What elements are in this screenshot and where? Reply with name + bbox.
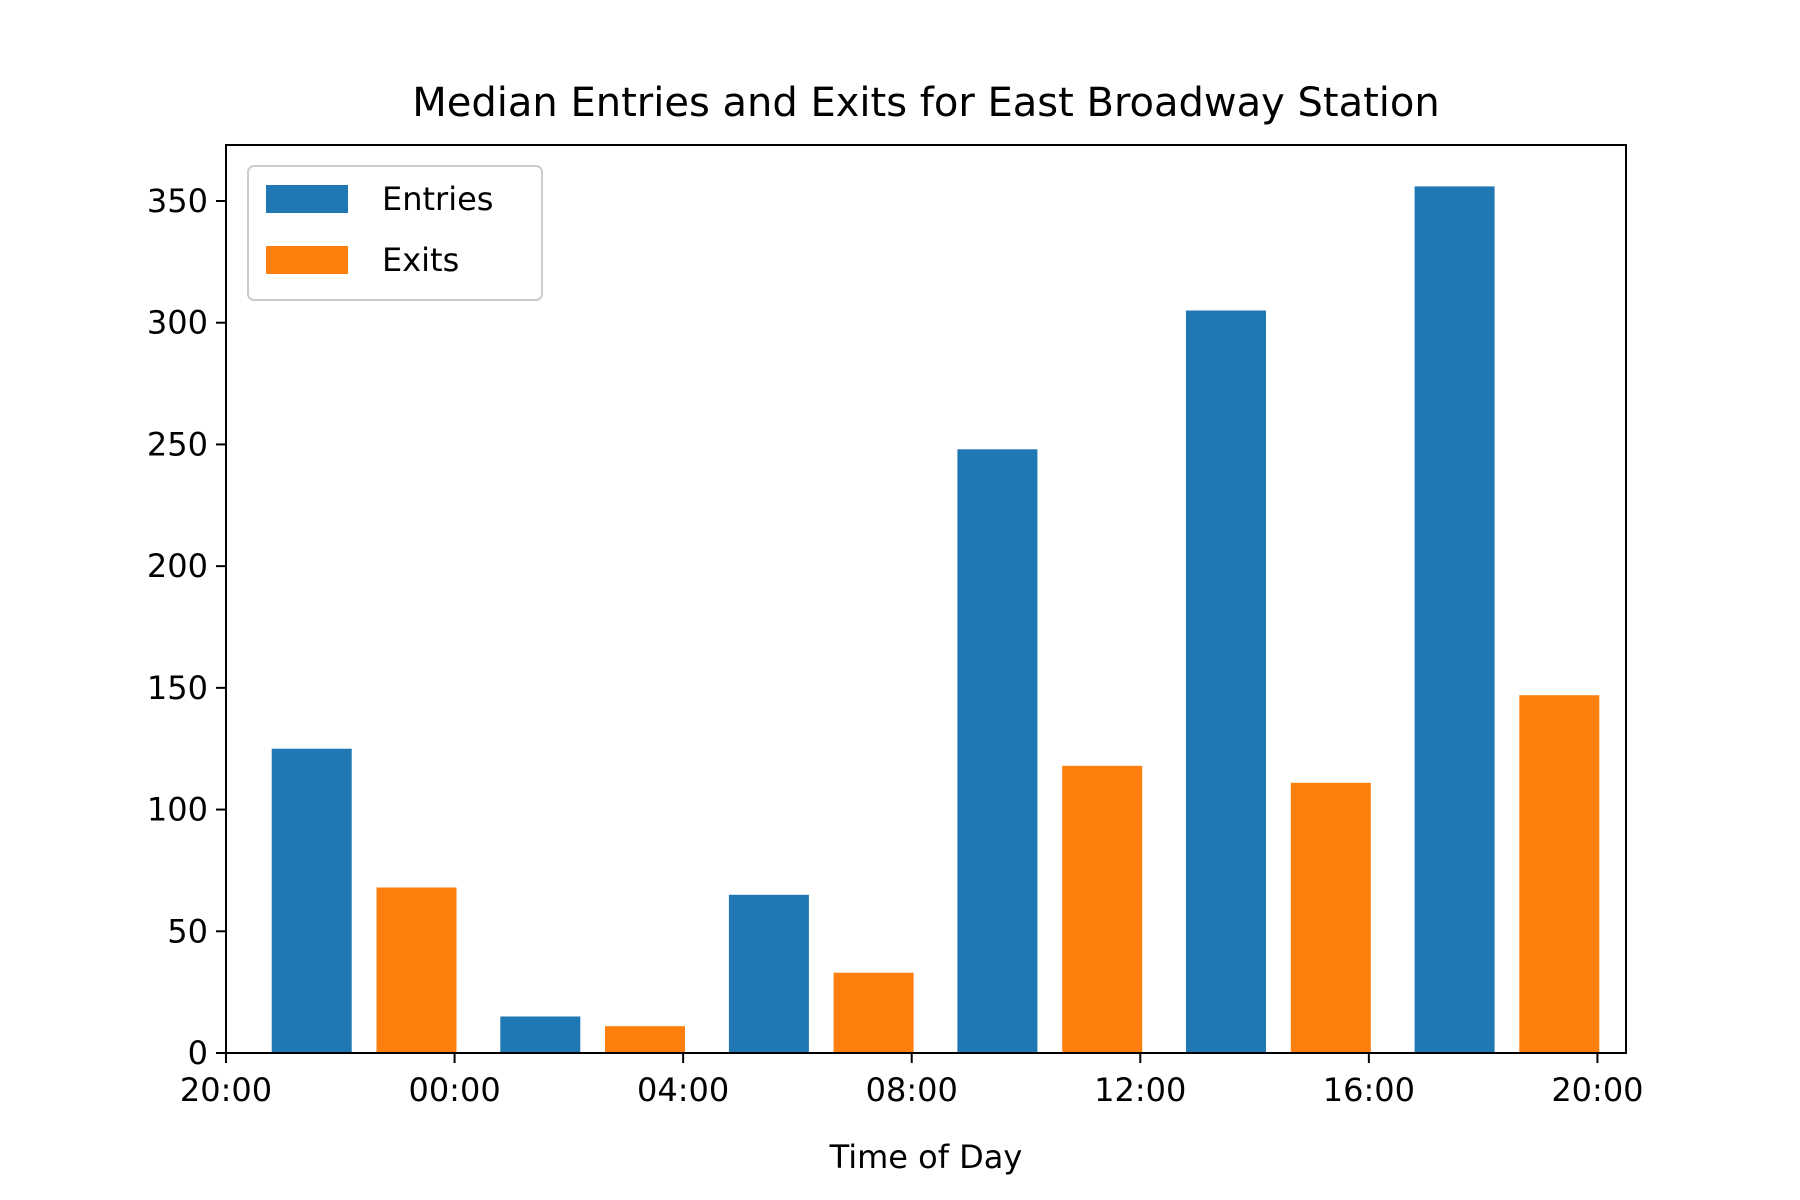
x-tick-label: 16:00 bbox=[1323, 1071, 1415, 1109]
bar-exits-1 bbox=[605, 1026, 685, 1053]
x-tick-label: 20:00 bbox=[1551, 1071, 1643, 1109]
chart-title: Median Entries and Exits for East Broadw… bbox=[412, 80, 1439, 126]
x-axis-label: Time of Day bbox=[829, 1138, 1023, 1176]
bar-entries-3 bbox=[957, 449, 1038, 1053]
bar-entries-2 bbox=[728, 894, 809, 1053]
bar-entries-4 bbox=[1186, 310, 1266, 1053]
y-tick-label: 150 bbox=[147, 669, 208, 707]
y-tick-label: 300 bbox=[147, 304, 208, 342]
bar-entries-1 bbox=[500, 1016, 581, 1053]
legend-label-entries: Entries bbox=[382, 180, 493, 218]
y-axis: 0 50 100 150 200 250 300 350 bbox=[147, 182, 226, 1072]
y-tick-label: 350 bbox=[147, 182, 208, 220]
x-tick-label: 12:00 bbox=[1094, 1071, 1186, 1109]
bar-entries-0 bbox=[271, 748, 352, 1053]
legend-swatch-entries bbox=[266, 185, 348, 213]
x-tick-label: 00:00 bbox=[408, 1071, 500, 1109]
x-tick-label: 08:00 bbox=[866, 1071, 958, 1109]
bar-entries-5 bbox=[1414, 186, 1495, 1053]
bar-exits-2 bbox=[833, 972, 914, 1053]
legend: Entries Exits bbox=[247, 165, 543, 301]
y-tick-label: 0 bbox=[188, 1034, 208, 1072]
y-tick-label: 250 bbox=[147, 425, 208, 463]
legend-label-exits: Exits bbox=[382, 241, 459, 279]
y-tick-label: 100 bbox=[147, 791, 208, 829]
y-tick-label: 50 bbox=[167, 912, 208, 950]
bar-exits-0 bbox=[376, 887, 457, 1053]
bar-exits-4 bbox=[1290, 782, 1371, 1053]
bars-layer bbox=[271, 186, 1600, 1053]
x-axis: 20:00 00:00 04:00 08:00 12:00 16:00 20:00 bbox=[180, 1053, 1644, 1109]
x-tick-label: 04:00 bbox=[637, 1071, 729, 1109]
plot-frame bbox=[225, 144, 1627, 1054]
y-tick-label: 200 bbox=[147, 547, 208, 585]
legend-swatch-exits bbox=[266, 246, 348, 274]
bar-exits-5 bbox=[1519, 695, 1600, 1053]
bar-exits-3 bbox=[1062, 765, 1143, 1053]
x-tick-label: 20:00 bbox=[180, 1071, 272, 1109]
